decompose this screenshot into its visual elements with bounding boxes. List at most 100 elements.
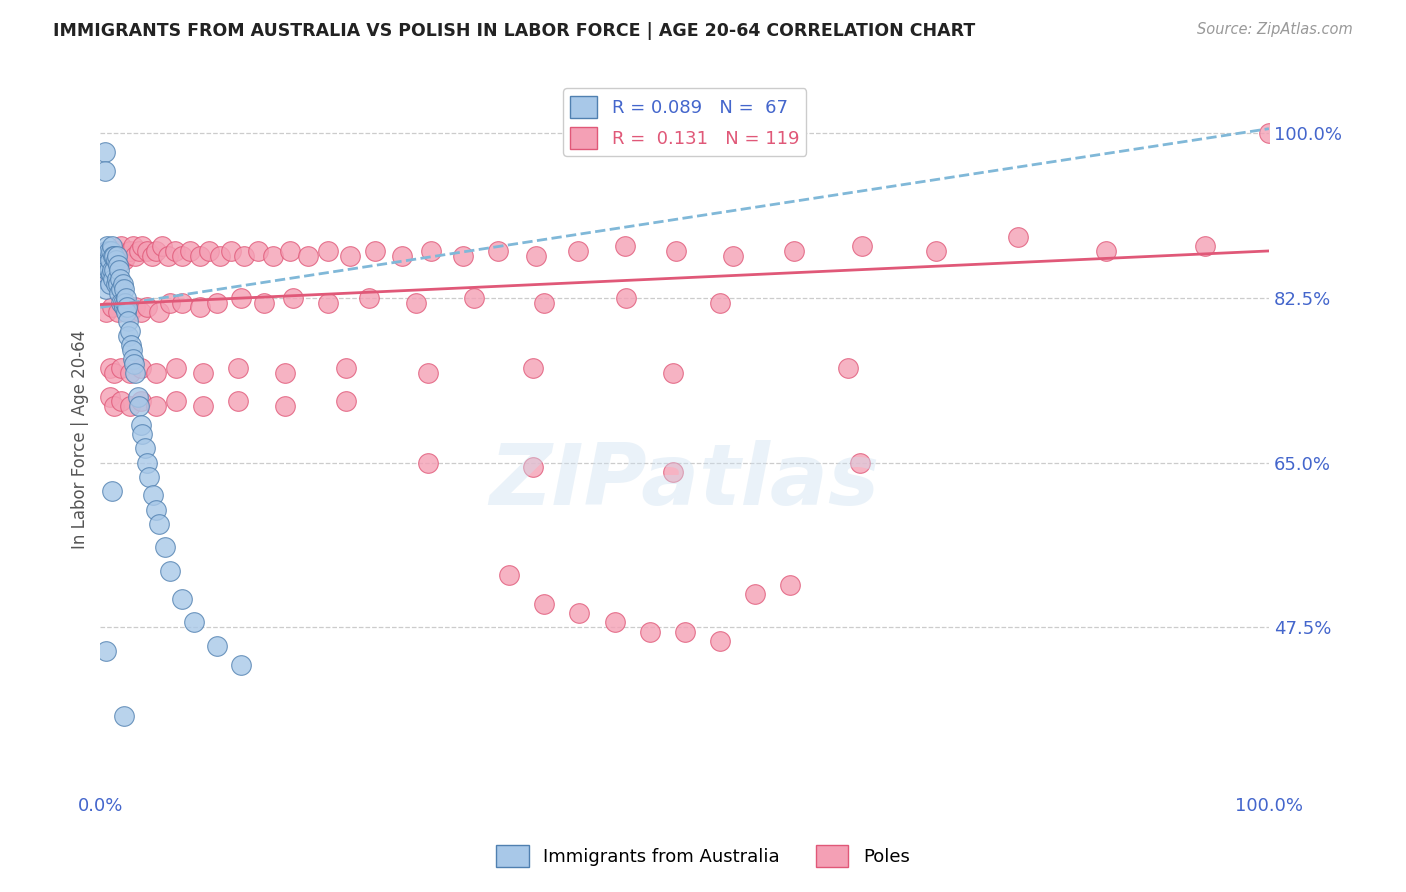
Point xyxy=(283,291,305,305)
Point xyxy=(524,249,547,263)
Point xyxy=(98,262,121,277)
Point xyxy=(148,305,170,319)
Point xyxy=(188,301,211,315)
Point xyxy=(364,244,387,258)
Point xyxy=(100,249,122,263)
Point xyxy=(522,460,544,475)
Point xyxy=(111,295,134,310)
Point xyxy=(198,244,221,258)
Point xyxy=(105,272,128,286)
Point xyxy=(193,366,215,380)
Point xyxy=(105,249,128,263)
Point xyxy=(498,568,520,582)
Point xyxy=(849,456,872,470)
Point xyxy=(112,301,135,315)
Point xyxy=(603,615,626,630)
Point xyxy=(117,328,139,343)
Point xyxy=(1194,239,1216,253)
Point xyxy=(122,239,145,253)
Point xyxy=(101,483,124,498)
Point xyxy=(533,597,555,611)
Point xyxy=(129,361,152,376)
Point xyxy=(120,338,142,352)
Point xyxy=(122,357,145,371)
Point xyxy=(104,277,127,291)
Point xyxy=(568,606,591,620)
Point xyxy=(148,516,170,531)
Point xyxy=(97,253,120,268)
Point xyxy=(179,244,201,258)
Point xyxy=(274,366,297,380)
Point xyxy=(96,262,118,277)
Point xyxy=(98,277,121,291)
Point xyxy=(205,639,228,653)
Point xyxy=(115,249,138,263)
Point xyxy=(101,239,124,253)
Point xyxy=(359,291,381,305)
Point xyxy=(111,277,134,291)
Point xyxy=(662,465,685,479)
Point xyxy=(420,244,443,258)
Point xyxy=(134,442,156,456)
Point xyxy=(226,394,249,409)
Point xyxy=(118,324,141,338)
Point xyxy=(851,239,873,253)
Point xyxy=(107,305,129,319)
Point xyxy=(112,301,135,315)
Point xyxy=(193,399,215,413)
Point xyxy=(101,244,124,258)
Text: ZIPatlas: ZIPatlas xyxy=(489,440,880,523)
Point xyxy=(709,295,731,310)
Point xyxy=(335,394,357,409)
Point xyxy=(335,361,357,376)
Point xyxy=(129,394,152,409)
Point xyxy=(1007,230,1029,244)
Point xyxy=(101,262,124,277)
Point xyxy=(316,244,339,258)
Point xyxy=(94,164,117,178)
Point xyxy=(128,399,150,413)
Point xyxy=(665,244,688,258)
Point xyxy=(103,249,125,263)
Point xyxy=(96,643,118,657)
Point xyxy=(103,262,125,277)
Point xyxy=(118,366,141,380)
Point xyxy=(104,262,127,277)
Point xyxy=(115,291,138,305)
Point xyxy=(108,249,131,263)
Point xyxy=(98,253,121,268)
Point xyxy=(104,253,127,268)
Point xyxy=(108,262,131,277)
Point xyxy=(165,361,187,376)
Point xyxy=(96,305,118,319)
Point xyxy=(779,578,801,592)
Point xyxy=(115,301,138,315)
Point xyxy=(278,244,301,258)
Point xyxy=(614,291,637,305)
Point xyxy=(638,624,661,639)
Point xyxy=(98,390,121,404)
Point xyxy=(522,361,544,376)
Point xyxy=(205,295,228,310)
Point xyxy=(188,249,211,263)
Point xyxy=(107,277,129,291)
Point xyxy=(159,564,181,578)
Point xyxy=(127,390,149,404)
Point xyxy=(316,295,339,310)
Point xyxy=(96,281,118,295)
Point xyxy=(405,295,427,310)
Point xyxy=(567,244,589,258)
Point xyxy=(110,361,132,376)
Point xyxy=(110,272,132,286)
Point xyxy=(416,456,439,470)
Point xyxy=(124,366,146,380)
Point xyxy=(103,249,125,263)
Point xyxy=(103,399,125,413)
Point xyxy=(226,361,249,376)
Point xyxy=(253,295,276,310)
Point xyxy=(533,295,555,310)
Point xyxy=(108,286,131,301)
Point xyxy=(94,262,117,277)
Point xyxy=(118,244,141,258)
Point xyxy=(114,295,136,310)
